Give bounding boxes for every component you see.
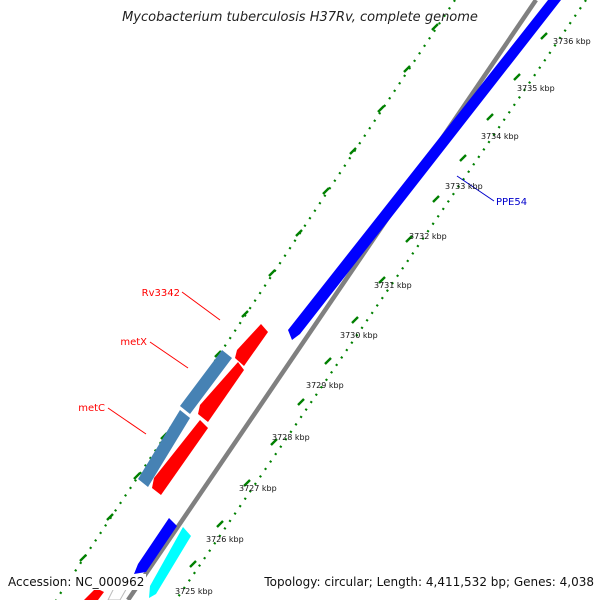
gene-cyan[interactable] bbox=[149, 527, 191, 598]
scale-label: 3734 kbp bbox=[481, 132, 519, 141]
gene-rv3342[interactable] bbox=[235, 324, 268, 366]
scale-label: 3729 kbp bbox=[306, 381, 344, 390]
gene-forward-bottom[interactable] bbox=[134, 518, 177, 574]
gene-reverse-edge[interactable] bbox=[84, 588, 104, 600]
accession-label: Accession: NC_000962 bbox=[6, 574, 147, 590]
gene-ppe54[interactable] bbox=[288, 0, 561, 340]
outer-tick-ring bbox=[55, 0, 456, 600]
gene-label-metx: metX bbox=[120, 337, 147, 348]
scale-label: 3730 kbp bbox=[340, 331, 378, 340]
rv3342-leader bbox=[181, 291, 221, 321]
genome-backbone bbox=[126, 0, 538, 600]
gene-metx[interactable] bbox=[198, 362, 244, 422]
scale-label: 3731 kbp bbox=[374, 281, 412, 290]
scale-label: 3736 kbp bbox=[553, 37, 591, 46]
gene-operon-1[interactable] bbox=[180, 350, 232, 414]
scale-label: 3727 kbp bbox=[239, 484, 277, 493]
gene-label-rv3342: Rv3342 bbox=[142, 288, 180, 299]
gene-metc[interactable] bbox=[152, 420, 208, 495]
scale-label: 3735 kbp bbox=[517, 84, 555, 93]
metc-leader bbox=[107, 407, 147, 435]
gene-label-ppe54: PPE54 bbox=[496, 197, 527, 208]
gene-label-metc: metC bbox=[78, 403, 105, 414]
scale-label: 3726 kbp bbox=[206, 535, 244, 544]
scale-label: 3725 kbp bbox=[175, 587, 213, 596]
scale-label: 3732 kbp bbox=[409, 232, 447, 241]
inner-major-ticks bbox=[189, 32, 548, 568]
metx-leader bbox=[149, 341, 189, 369]
map-title: Mycobacterium tuberculosis H37Rv, comple… bbox=[122, 10, 478, 25]
scale-label: 3728 kbp bbox=[272, 433, 310, 442]
gene-operon-2[interactable] bbox=[138, 410, 190, 487]
scale-label: 3733 kbp bbox=[445, 182, 483, 191]
ppe54-leader bbox=[456, 175, 495, 202]
topology-label: Topology: circular; Length: 4,411,532 bp… bbox=[262, 574, 596, 590]
scale-labels: 3725 kbp 3726 kbp 3727 kbp 3728 kbp 3729… bbox=[175, 37, 591, 596]
